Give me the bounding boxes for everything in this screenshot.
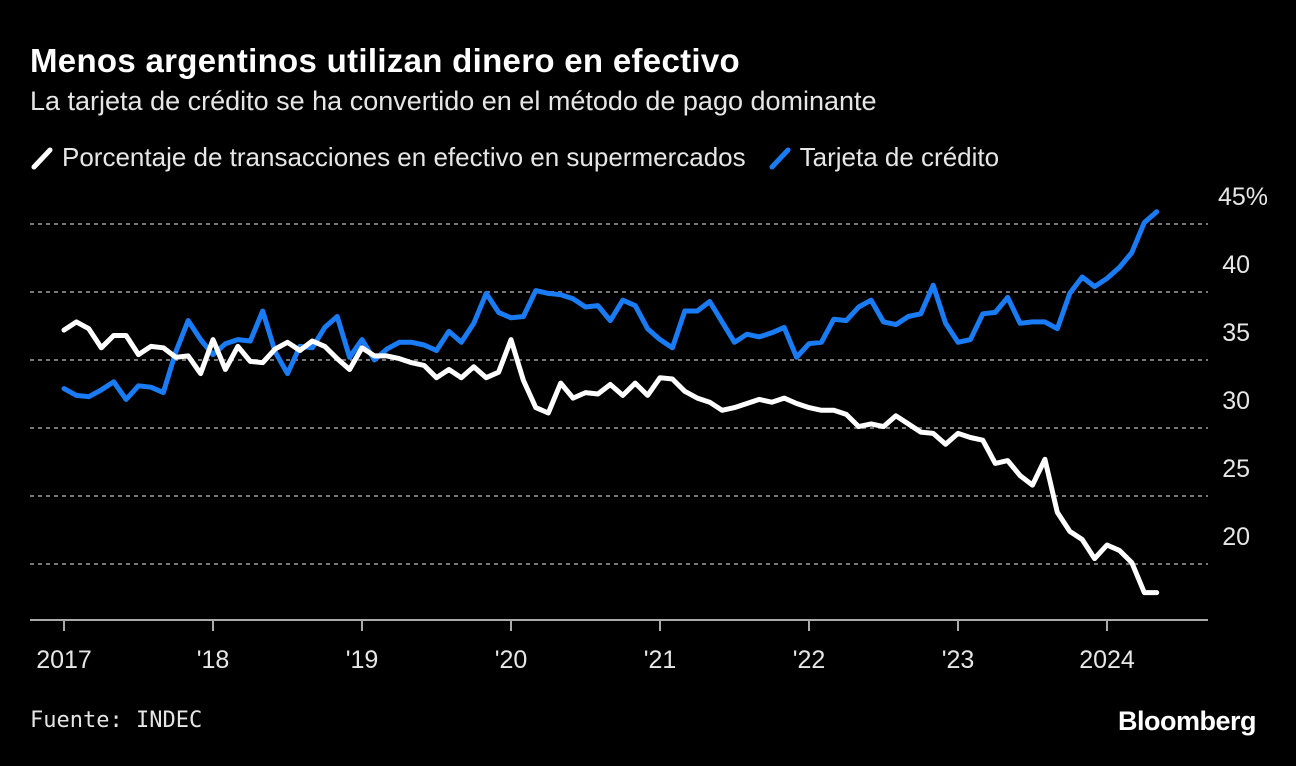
legend-label-efectivo: Porcentaje de transacciones en efectivo …	[62, 142, 746, 172]
x-tick-label: '18	[197, 646, 230, 674]
chart-subtitle: La tarjeta de crédito se ha convertido e…	[30, 86, 877, 116]
y-tick-label: 35	[1222, 319, 1250, 347]
y-tick-label: 20	[1222, 523, 1250, 551]
chart-title: Menos argentinos utilizan dinero en efec…	[30, 42, 740, 79]
x-tick-label: '22	[793, 646, 826, 674]
x-tick-label: '19	[346, 646, 379, 674]
y-tick-label: 30	[1222, 387, 1250, 415]
legend-swatch-white-icon	[31, 147, 53, 169]
source-note: Fuente: INDEC	[30, 708, 203, 733]
legend-swatch-blue-icon	[769, 147, 791, 169]
x-tick-label: '21	[644, 646, 677, 674]
legend: Porcentaje de transacciones en efectivo …	[30, 142, 1021, 173]
series-line-efectivo	[61, 319, 1160, 596]
legend-label-tarjeta: Tarjeta de crédito	[799, 142, 1000, 172]
x-tick-label: 2024	[1079, 646, 1135, 674]
x-tick-label: 2017	[36, 646, 92, 674]
y-tick-label: 45%	[1218, 183, 1268, 211]
x-tick-label: '23	[942, 646, 975, 674]
x-tick-label: '20	[495, 646, 528, 674]
legend-item-tarjeta: Tarjeta de crédito	[768, 142, 999, 173]
y-tick-label: 40	[1222, 251, 1250, 279]
legend-item-efectivo: Porcentaje de transacciones en efectivo …	[30, 142, 746, 173]
y-tick-label: 25	[1222, 455, 1250, 483]
series-line-tarjeta	[61, 209, 1160, 402]
bloomberg-logo: Bloomberg	[1117, 706, 1257, 736]
